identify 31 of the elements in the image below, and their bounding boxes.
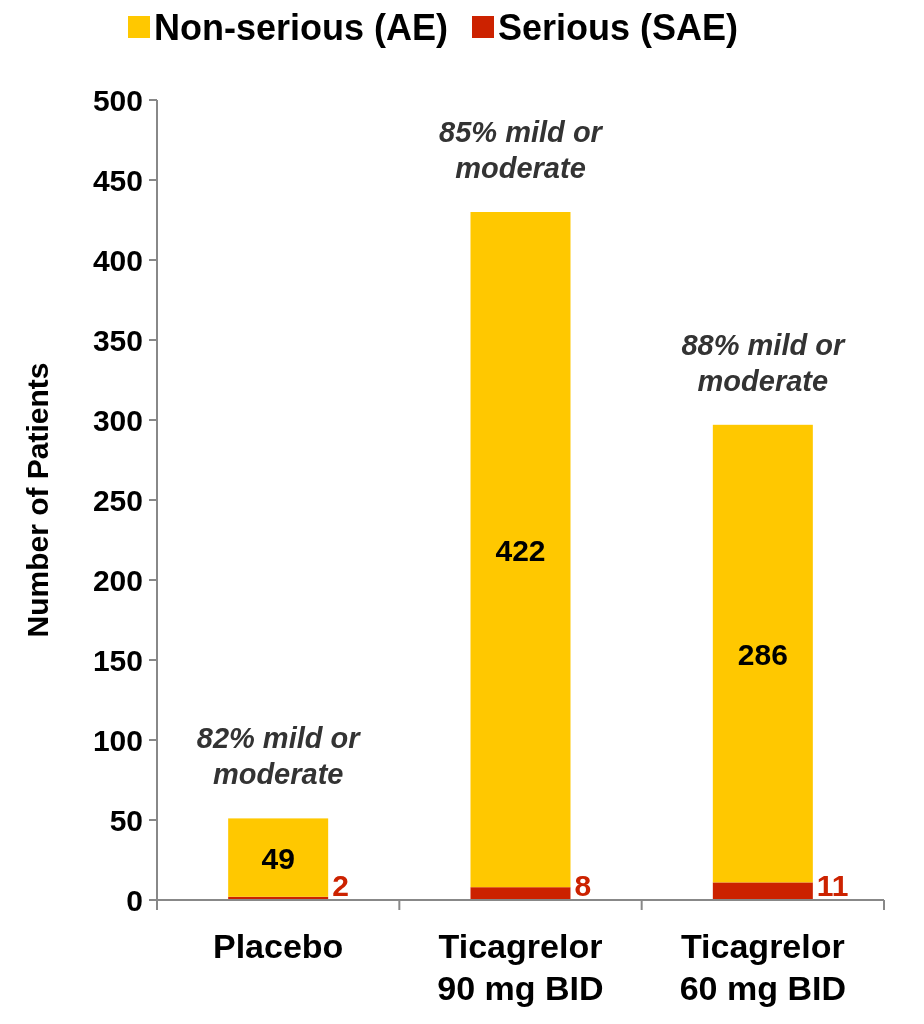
bar (228, 818, 329, 897)
y-tick-label: 200 (92, 564, 143, 597)
y-axis-title: Number of Patients (21, 362, 54, 638)
y-tick-label: 150 (92, 644, 143, 677)
data-label: 11 (816, 869, 849, 902)
y-tick-label: 500 (92, 84, 143, 117)
bar (470, 212, 571, 888)
legend-label: Serious (SAE) (498, 7, 739, 48)
y-tick-label: 250 (92, 484, 143, 517)
annotation: 85% mild or moderate (439, 116, 604, 184)
x-tick-label: Ticagrelor 60 mg BID (679, 927, 846, 1007)
bar (712, 424, 813, 883)
data-label: 422 (495, 533, 546, 567)
y-tick-label: 400 (92, 244, 143, 277)
data-label: 49 (261, 841, 295, 875)
y-tick-label: 100 (92, 724, 143, 757)
y-tick-label: 300 (92, 404, 143, 437)
x-tick-label: Ticagrelor 90 mg BID (437, 927, 604, 1007)
data-label: 8 (574, 869, 592, 902)
bar (470, 887, 571, 900)
data-label: 286 (737, 637, 788, 671)
annotation: 88% mild or moderate (681, 328, 846, 397)
data-label: 2 (332, 869, 349, 902)
legend-label: Non-serious (AE) (154, 7, 449, 48)
annotation: 82% mild or moderate (196, 722, 362, 791)
y-tick-label: 50 (109, 804, 143, 837)
x-tick-label: Placebo (212, 927, 344, 965)
bar (712, 882, 813, 900)
y-tick-label: 450 (92, 164, 143, 197)
y-tick-label: 350 (92, 324, 143, 357)
y-tick-label: 0 (126, 884, 143, 917)
